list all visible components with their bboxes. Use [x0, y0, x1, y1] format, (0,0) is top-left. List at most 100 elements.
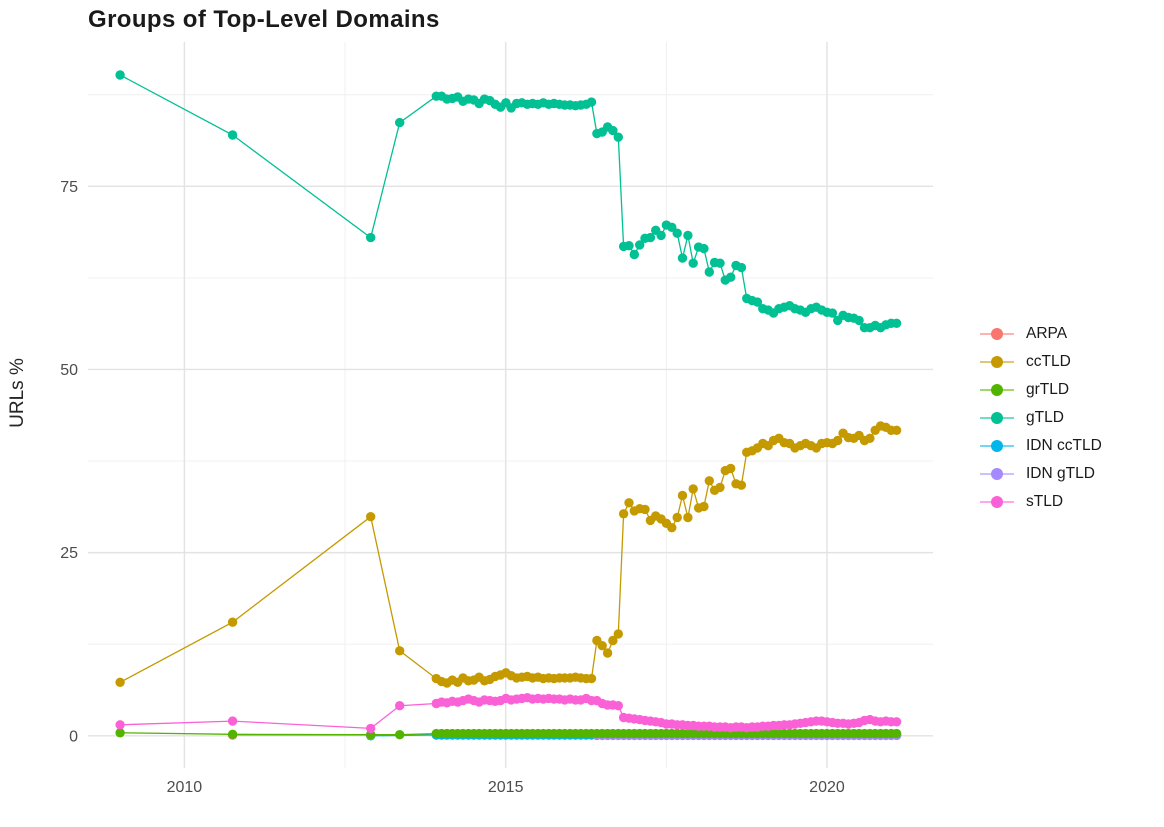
data-point	[854, 315, 864, 326]
legend-key-dot	[991, 384, 1003, 396]
legend-label: ARPA	[1026, 325, 1068, 342]
data-point	[683, 230, 693, 241]
data-point	[752, 297, 763, 307]
legend-key-dot	[991, 496, 1003, 508]
data-point	[865, 433, 875, 443]
data-point	[891, 425, 902, 435]
legend-label: sTLD	[1026, 493, 1064, 510]
data-point	[395, 730, 405, 740]
legend-key-dot	[991, 328, 1003, 340]
data-point	[115, 70, 125, 80]
data-point	[635, 240, 645, 250]
data-point	[613, 701, 623, 711]
data-point	[227, 617, 238, 627]
data-point	[726, 272, 736, 282]
data-point	[891, 318, 902, 328]
data-point	[115, 720, 125, 730]
legend-item-stld: sTLD	[980, 488, 1102, 516]
legend-key-dot	[991, 440, 1003, 452]
x-tick-label: 2020	[809, 779, 845, 796]
legend-key-dot	[991, 468, 1003, 480]
data-point	[618, 509, 629, 519]
data-point	[704, 476, 714, 486]
data-point	[597, 641, 607, 651]
data-point	[645, 232, 656, 243]
data-point	[891, 728, 902, 739]
data-point	[833, 435, 843, 446]
legend-item-grtld: grTLD	[980, 376, 1102, 404]
series-line	[119, 74, 897, 329]
data-point	[640, 504, 650, 515]
data-point	[613, 132, 623, 142]
data-point	[704, 267, 714, 277]
legend-item-idn-cctld: IDN ccTLD	[980, 432, 1102, 460]
data-point	[715, 258, 725, 268]
data-point	[699, 243, 709, 254]
data-point	[395, 117, 405, 128]
legend-label: grTLD	[1026, 381, 1070, 398]
data-point	[227, 130, 238, 140]
data-point	[677, 253, 688, 263]
data-point	[366, 232, 376, 243]
data-point	[667, 523, 677, 533]
data-point	[699, 501, 709, 512]
series-cctld	[115, 421, 902, 688]
legend-key-dot	[991, 412, 1003, 424]
data-point	[608, 125, 618, 136]
x-tick-label: 2010	[167, 779, 203, 796]
data-point	[726, 463, 736, 474]
data-point	[891, 717, 902, 727]
legend-key-icon	[980, 328, 1014, 340]
legend-key-icon	[980, 384, 1014, 396]
data-point	[715, 482, 725, 493]
data-point	[227, 729, 238, 739]
legend-key-dot	[991, 356, 1003, 368]
legend-key-icon	[980, 412, 1014, 424]
x-tick-label: 2015	[488, 779, 524, 796]
legend-label: ccTLD	[1026, 353, 1071, 370]
data-point	[677, 490, 688, 501]
y-tick-label: 50	[60, 362, 78, 379]
series-stld	[115, 693, 902, 734]
series-gtld	[115, 70, 902, 333]
legend-label: IDN ccTLD	[1026, 437, 1102, 454]
data-point	[395, 646, 405, 656]
legend-key-icon	[980, 496, 1014, 508]
legend-item-idn-gtld: IDN gTLD	[980, 460, 1102, 488]
data-point	[672, 512, 682, 523]
data-point	[624, 241, 634, 251]
data-point	[602, 648, 613, 658]
data-point	[629, 249, 639, 260]
data-point	[688, 258, 698, 268]
data-point	[395, 701, 405, 711]
data-point	[672, 228, 682, 238]
legend-key-icon	[980, 440, 1014, 452]
legend-item-gtld: gTLD	[980, 404, 1102, 432]
data-point	[586, 97, 597, 107]
data-point	[736, 480, 747, 490]
data-point	[227, 716, 238, 726]
chart-title: Groups of Top-Level Domains	[88, 6, 440, 33]
data-point	[608, 635, 618, 646]
data-point	[688, 484, 698, 494]
data-point	[613, 629, 623, 639]
y-tick-label: 25	[60, 545, 78, 562]
legend-item-cctld: ccTLD	[980, 348, 1102, 376]
data-point	[366, 512, 376, 522]
y-tick-label: 0	[69, 728, 78, 745]
legend-item-arpa: ARPA	[980, 320, 1102, 348]
data-point	[115, 677, 125, 687]
legend-label: IDN gTLD	[1026, 465, 1095, 482]
data-point	[586, 673, 597, 684]
data-point	[736, 262, 747, 273]
legend: ARPA ccTLD grTLD gTLD IDN ccTLD IDN gTLD sTLD	[980, 320, 1102, 516]
y-tick-label: 75	[60, 179, 78, 196]
legend-key-icon	[980, 356, 1014, 368]
data-point	[115, 728, 125, 738]
legend-key-icon	[980, 468, 1014, 480]
legend-label: gTLD	[1026, 409, 1064, 426]
data-point	[624, 498, 634, 508]
data-point	[366, 723, 376, 734]
data-point	[656, 230, 666, 241]
